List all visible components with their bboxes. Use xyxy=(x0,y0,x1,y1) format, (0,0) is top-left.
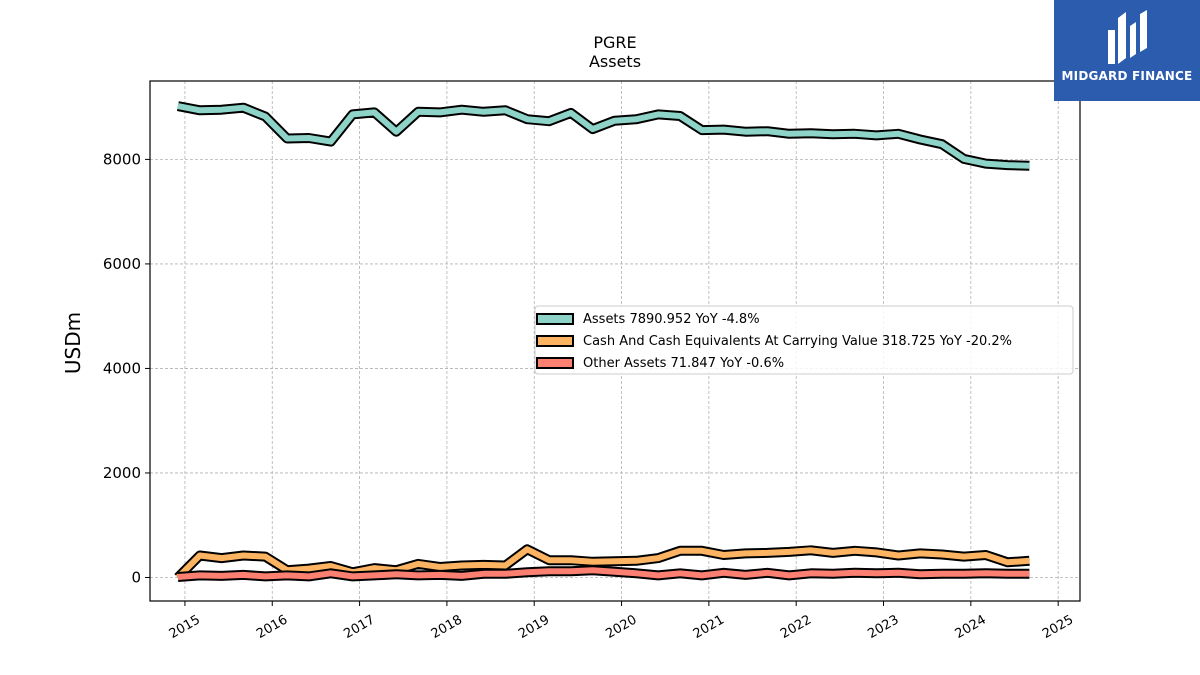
x-tick-label: 2022 xyxy=(778,612,814,642)
y-tick-label: 6000 xyxy=(103,255,141,273)
y-tick-label: 4000 xyxy=(103,359,141,377)
legend-label: Assets 7890.952 YoY -4.8% xyxy=(583,312,760,327)
legend: Assets 7890.952 YoY -4.8% Cash And Cash E… xyxy=(534,305,1074,375)
plot-frame xyxy=(149,80,1081,602)
series-core xyxy=(177,567,1030,580)
x-tick-label: 2020 xyxy=(603,612,639,642)
legend-label: Other Assets 71.847 YoY -0.6% xyxy=(583,356,784,371)
x-tick-label: 2021 xyxy=(691,612,727,642)
legend-item-0: Assets 7890.952 YoY -4.8% xyxy=(536,312,760,327)
series-2-line xyxy=(177,565,1030,582)
legend-swatch xyxy=(536,313,574,325)
x-tick-label: 2023 xyxy=(865,612,901,642)
x-tick-label: 2025 xyxy=(1040,612,1076,642)
chart-subtitle: Assets xyxy=(589,52,641,71)
x-tick-label: 2017 xyxy=(341,612,377,642)
midgard-logo-icon xyxy=(1108,10,1147,64)
x-tick-label: 2016 xyxy=(254,612,290,642)
y-tick-label: 0 xyxy=(131,568,141,586)
chart-title: PGRE xyxy=(593,33,636,52)
series-core xyxy=(175,546,1030,580)
legend-swatch xyxy=(536,335,574,347)
legend-swatch xyxy=(536,357,574,369)
brand-logo: MIDGARD FINANCE xyxy=(1054,0,1200,101)
y-tick-label: 2000 xyxy=(103,464,141,482)
legend-box xyxy=(534,305,1074,375)
brand-name: MIDGARD FINANCE xyxy=(1061,69,1193,83)
y-axis-label: USDm xyxy=(61,312,85,374)
series-lines xyxy=(174,101,1030,582)
y-tick-label: 8000 xyxy=(103,150,141,168)
x-tick-label: 2024 xyxy=(953,612,989,642)
x-tick-label: 2018 xyxy=(429,612,465,642)
x-tick-label: 2019 xyxy=(516,612,552,642)
legend-item-1: Cash And Cash Equivalents At Carrying Va… xyxy=(536,334,1012,349)
legend-item-2: Other Assets 71.847 YoY -0.6% xyxy=(536,356,784,371)
legend-label: Cash And Cash Equivalents At Carrying Va… xyxy=(583,334,1012,349)
x-tick-label: 2015 xyxy=(167,612,203,642)
series-core xyxy=(177,103,1030,169)
series-1-line xyxy=(174,544,1030,582)
series-0-line xyxy=(176,101,1030,171)
